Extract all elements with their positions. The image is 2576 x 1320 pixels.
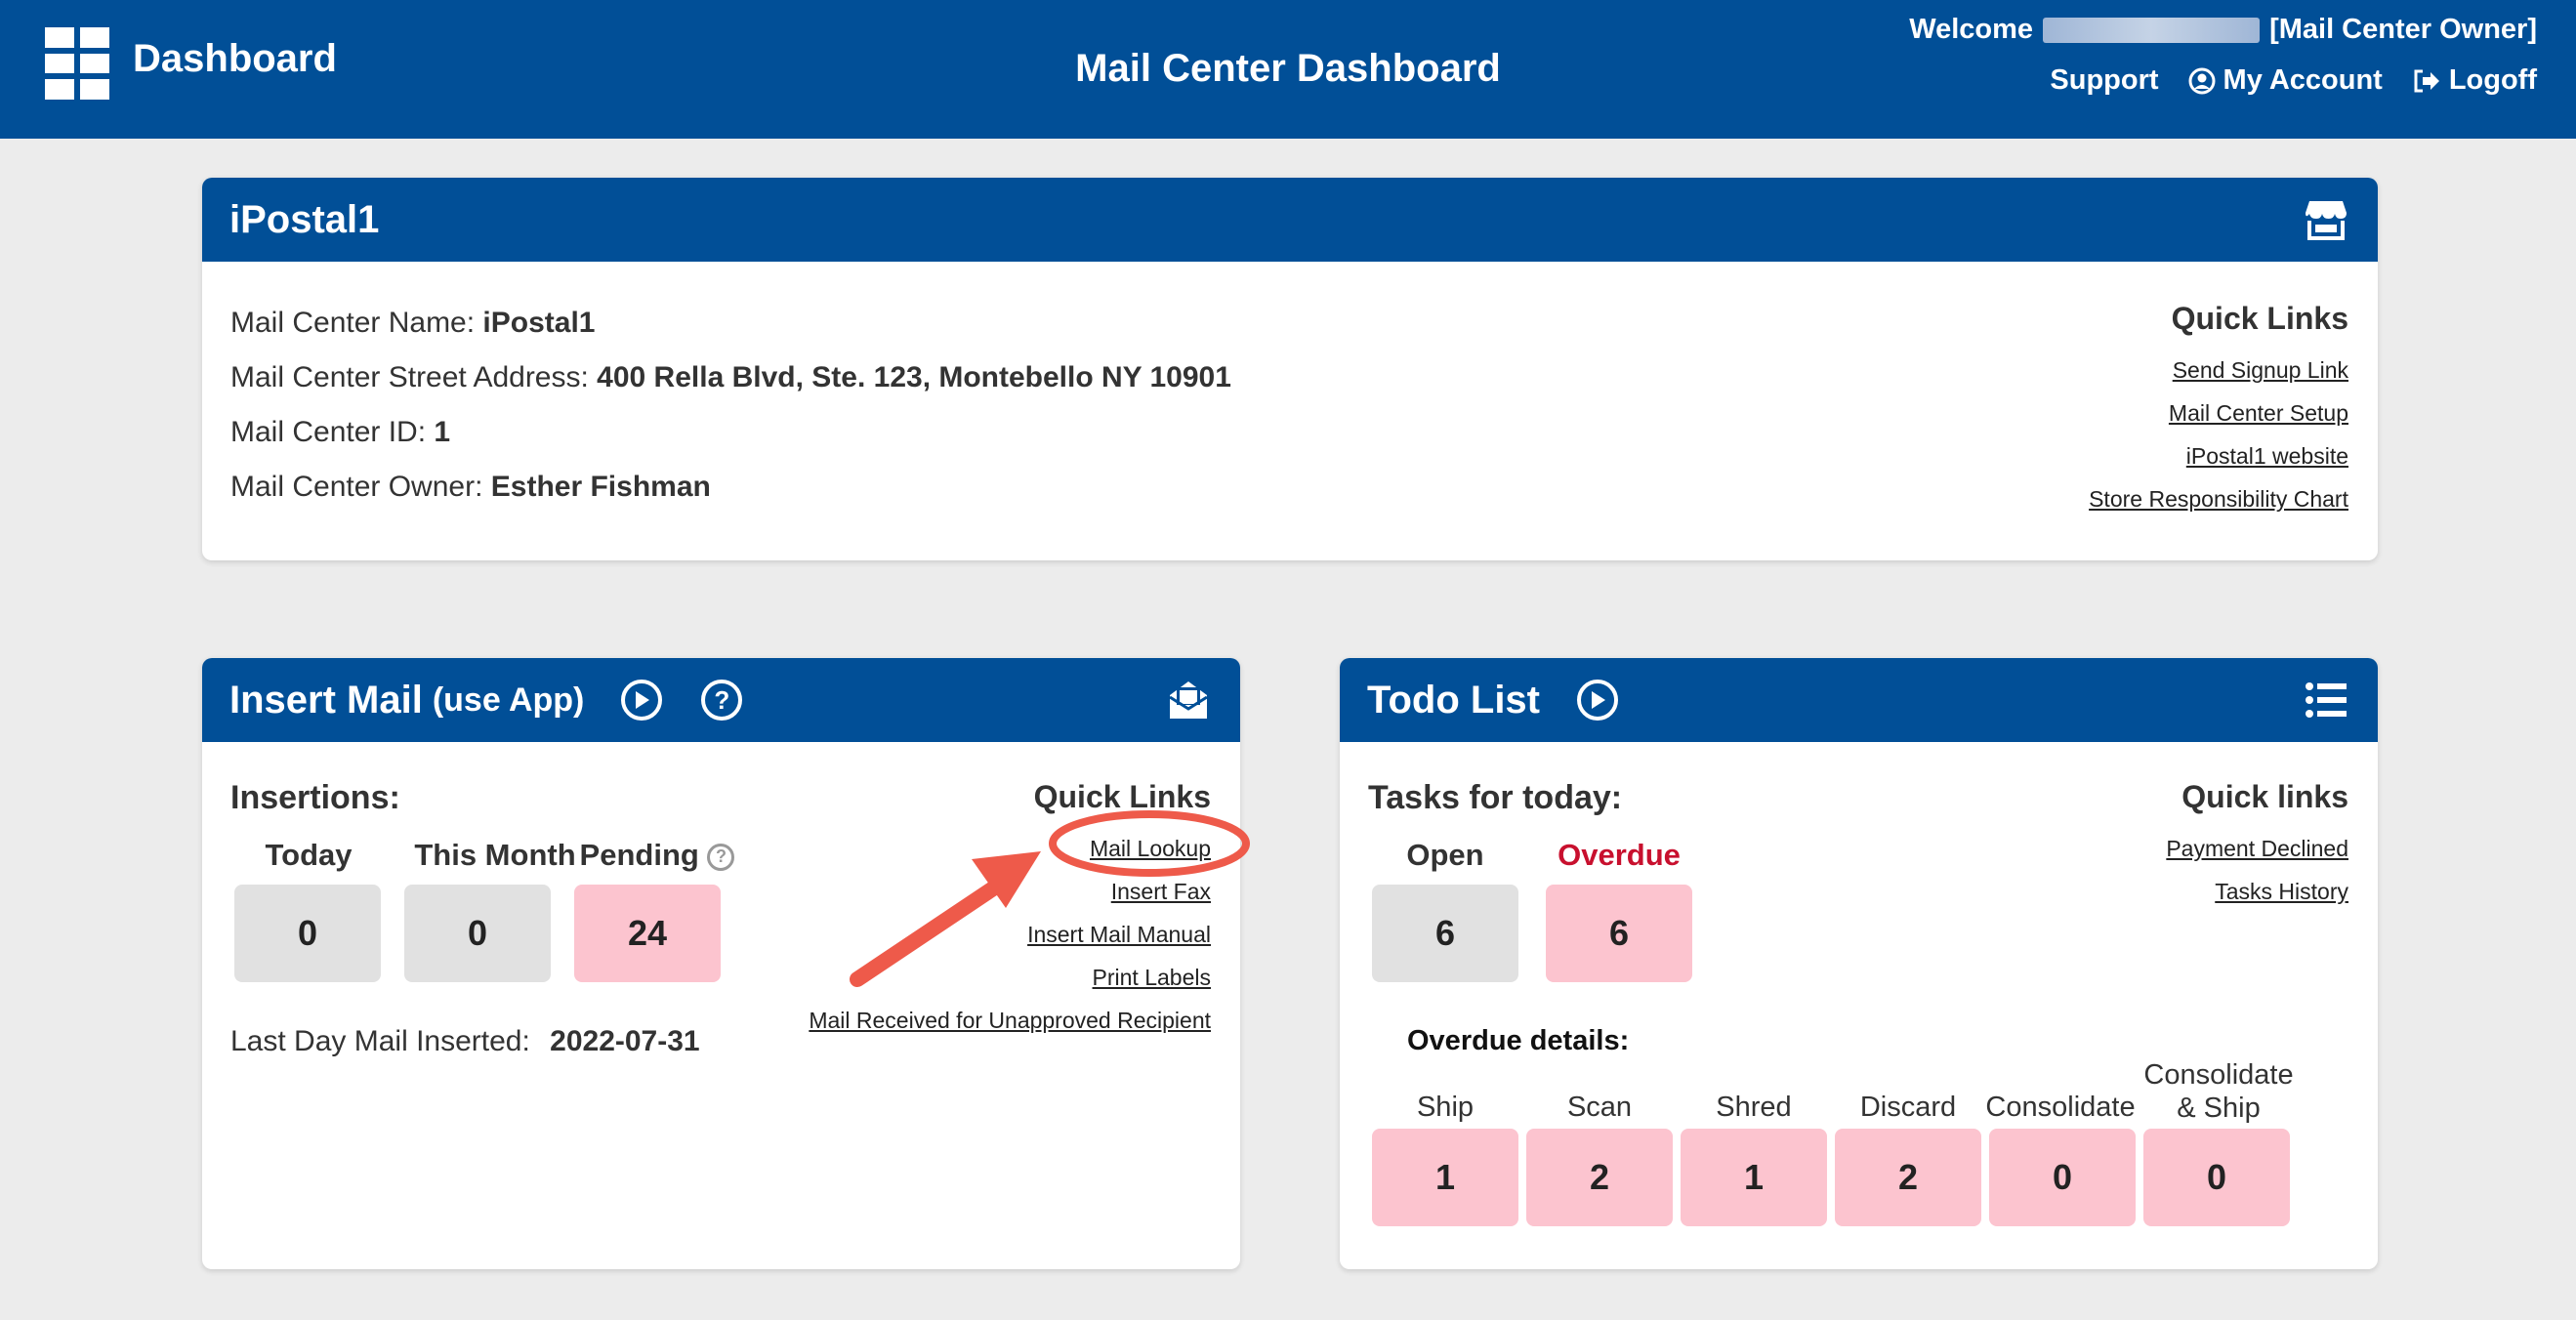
help-button[interactable]: ? [701,680,743,721]
mail-center-address-row: Mail Center Street Address: 400 Rella Bl… [230,361,1231,394]
quick-links-title: Quick Links [2171,301,2348,336]
ship-label: Ship [1416,1092,1475,1123]
overdue-count[interactable]: 6 [1546,885,1692,982]
today-label: Today [265,838,353,872]
overdue-label: Overdue [1558,838,1681,872]
address-label: Mail Center Street Address: [230,361,589,393]
insert-mail-quick-links: Quick Links Mail Lookup Insert Fax Inser… [809,779,1211,1042]
todo-quick-links: Quick links Payment Declined Tasks Histo… [2166,779,2348,913]
shred-label: Shred [1716,1092,1792,1123]
logoff-link[interactable]: Logoff [2412,64,2537,97]
last-day-row: Last Day Mail Inserted: 2022-07-31 [230,1025,700,1058]
store-icon[interactable] [2304,197,2348,242]
insert-mail-card: Insert Mail (use App) ? Insertions: Toda… [202,658,1240,1269]
today-count: 0 [234,885,381,982]
consolidate-ship-count[interactable]: 0 [2143,1129,2290,1226]
logoff-label: Logoff [2448,64,2537,96]
shred-count[interactable]: 1 [1681,1129,1827,1226]
tasks-for-today-label: Tasks for today: [1368,779,1623,816]
ship-count[interactable]: 1 [1372,1129,1518,1226]
this-month-label: This Month [414,838,576,872]
mail-center-quick-links: Quick Links Send Signup Link Mail Center… [2089,301,2348,520]
mail-open-icon[interactable] [1166,678,1211,722]
logout-icon [2414,69,2439,92]
pending-help-icon[interactable]: ? [707,843,735,871]
id-label: Mail Center ID: [230,416,427,448]
scan-label: Scan [1566,1092,1633,1123]
play-icon [1592,691,1605,709]
overdue-details-label: Overdue details: [1407,1025,1630,1056]
support-link[interactable]: Support [2050,64,2158,97]
mail-unapproved-recipient-link[interactable]: Mail Received for Unapproved Recipient [809,1008,1211,1033]
insert-mail-card-header: Insert Mail (use App) ? [202,658,1240,742]
welcome-role: [Mail Center Owner] [2269,14,2537,45]
print-labels-link[interactable]: Print Labels [1092,965,1211,990]
play-video-button[interactable] [621,680,663,721]
todo-title: Todo List [1367,678,1540,722]
insert-quick-links-title: Quick Links [1033,779,1211,814]
dashboard-link[interactable]: Dashboard [133,37,337,80]
mail-center-name-row: Mail Center Name: iPostal1 [230,307,1231,340]
discard-count[interactable]: 2 [1835,1129,1981,1226]
pending-label-wrap: Pending ? [569,838,745,873]
name-value: iPostal1 [482,307,596,339]
page-title: Mail Center Dashboard [1075,47,1501,90]
mail-center-card-header: iPostal1 [202,178,2378,262]
open-label: Open [1406,838,1484,872]
welcome-prefix: Welcome [1909,14,2034,45]
ipostal1-website-link[interactable]: iPostal1 website [2185,443,2348,469]
last-day-value: 2022-07-31 [550,1025,700,1057]
todo-quick-links-title: Quick links [2181,779,2348,814]
owner-label: Mail Center Owner: [230,471,483,503]
id-value: 1 [434,416,451,448]
insert-mail-subtitle: (use App) [432,681,585,719]
mail-center-setup-link[interactable]: Mail Center Setup [2168,400,2348,426]
welcome-message: Welcome [Mail Center Owner] [1909,14,2537,46]
last-day-label: Last Day Mail Inserted: [230,1025,530,1057]
discard-label: Discard [1859,1092,1957,1123]
pending-count[interactable]: 24 [574,885,721,982]
mail-center-owner-row: Mail Center Owner: Esther Fishman [230,471,1231,504]
apps-grid-icon[interactable] [45,27,109,100]
my-account-label: My Account [2223,64,2383,96]
redacted-username [2043,17,2261,43]
mail-center-card: iPostal1 Mail Center Name: iPostal1 Mail… [202,178,2378,560]
todo-play-video-button[interactable] [1577,680,1618,721]
address-value: 400 Rella Blvd, Ste. 123, Montebello NY … [597,361,1231,393]
pending-label: Pending [579,838,699,872]
support-label: Support [2050,64,2159,96]
send-signup-link[interactable]: Send Signup Link [2172,357,2348,383]
insert-fax-link[interactable]: Insert Fax [1110,879,1211,904]
tasks-history-link[interactable]: Tasks History [2215,879,2348,904]
todo-card-header: Todo List [1340,658,2378,742]
consolidate-label: Consolidate [1985,1092,2136,1123]
scan-count[interactable]: 2 [1526,1129,1673,1226]
list-icon[interactable] [2304,678,2348,722]
user-circle-icon [2188,67,2216,94]
top-navbar: Dashboard Mail Center Dashboard Welcome … [0,0,2576,139]
todo-list-card: Todo List Tasks for today: Open Overdue … [1340,658,2378,1269]
question-icon: ? [714,684,730,715]
store-responsibility-chart-link[interactable]: Store Responsibility Chart [2089,486,2348,512]
open-count[interactable]: 6 [1372,885,1518,982]
my-account-link[interactable]: My Account [2188,64,2383,97]
insertions-label: Insertions: [230,779,400,816]
owner-value: Esther Fishman [490,471,711,503]
payment-declined-link[interactable]: Payment Declined [2166,836,2348,861]
name-label: Mail Center Name: [230,307,476,339]
play-icon [636,691,650,709]
insert-mail-title: Insert Mail [229,678,423,722]
mail-center-card-title: iPostal1 [229,197,380,241]
consolidate-count[interactable]: 0 [1989,1129,2136,1226]
insert-mail-manual-link[interactable]: Insert Mail Manual [1027,922,1211,947]
top-links: Support My Account Logoff [2050,64,2537,97]
mail-lookup-link[interactable]: Mail Lookup [1089,836,1211,861]
consolidate-ship-label: Consolidate & Ship [2143,1059,2294,1124]
this-month-count: 0 [404,885,551,982]
mail-center-id-row: Mail Center ID: 1 [230,416,1231,449]
